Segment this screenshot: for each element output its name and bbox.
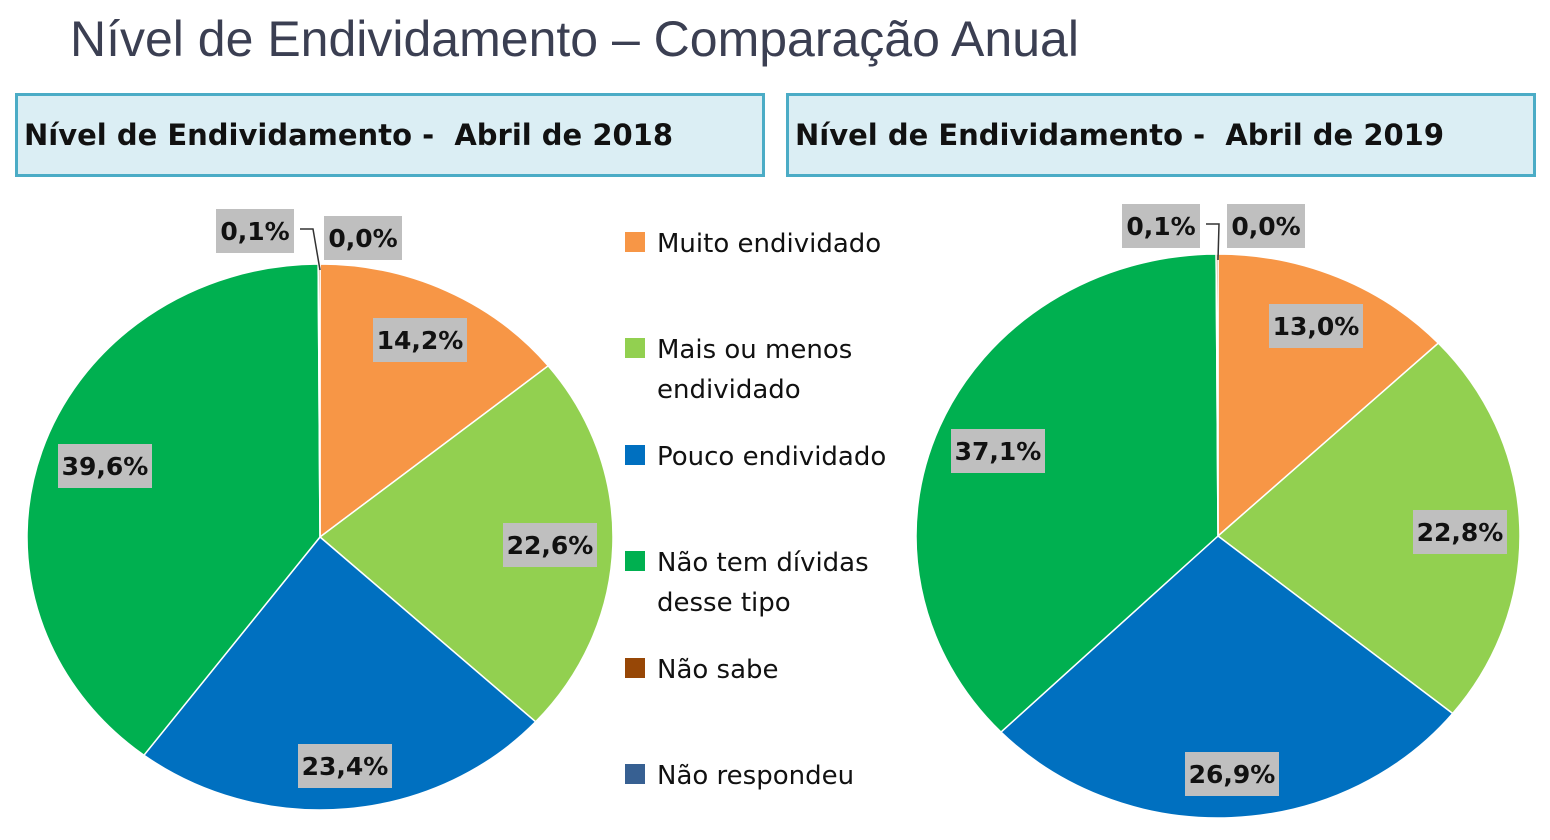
data-label-box bbox=[58, 444, 152, 488]
pie-slice bbox=[999, 535, 1454, 819]
data-label-box bbox=[373, 318, 467, 362]
data-label: 22,6% bbox=[507, 531, 594, 560]
data-label-box bbox=[1227, 204, 1305, 248]
legend-swatch bbox=[625, 232, 645, 252]
data-label-box bbox=[216, 209, 294, 253]
data-label: 0,0% bbox=[328, 224, 397, 253]
leader-line bbox=[1206, 223, 1220, 261]
data-label-box bbox=[1185, 752, 1279, 796]
data-label-box bbox=[503, 523, 597, 567]
data-label: 37,1% bbox=[955, 437, 1042, 466]
legend-item: Não sabe bbox=[625, 650, 925, 690]
legend-label: Muito endividado bbox=[657, 229, 882, 259]
data-label: 22,8% bbox=[1417, 518, 1504, 547]
data-label: 23,4% bbox=[302, 752, 389, 781]
data-label-box bbox=[951, 429, 1045, 473]
legend-label: Não tem dívidas desse tipo bbox=[657, 548, 869, 618]
pie-slice bbox=[915, 253, 1219, 734]
data-label: 26,9% bbox=[1189, 760, 1276, 789]
legend-label: Mais ou menos endividado bbox=[657, 335, 853, 405]
legend-swatch bbox=[625, 658, 645, 678]
pie-slice bbox=[318, 364, 614, 723]
legend-swatch bbox=[625, 551, 645, 571]
legend-label: Não respondeu bbox=[657, 761, 855, 791]
leader-line bbox=[300, 228, 321, 271]
data-label: 0,1% bbox=[220, 217, 289, 246]
data-label: 14,2% bbox=[377, 326, 464, 355]
legend-item: Não tem dívidas desse tipo bbox=[625, 543, 885, 623]
pie-slice bbox=[1216, 342, 1521, 715]
legend-label: Pouco endividado bbox=[657, 442, 887, 472]
data-label: 0,0% bbox=[1231, 212, 1300, 241]
legend-item: Não respondeu bbox=[625, 756, 925, 796]
legend-label: Não sabe bbox=[657, 655, 779, 685]
data-label-box bbox=[1122, 204, 1200, 248]
legend-item: Mais ou menos endividado bbox=[625, 330, 885, 410]
chart-title-2019: Nível de Endividamento - Abril de 2019 bbox=[786, 93, 1536, 177]
page-title: Nível de Endividamento – Comparação Anua… bbox=[70, 11, 1079, 67]
pie-slice bbox=[142, 535, 537, 811]
data-label-box bbox=[1269, 304, 1363, 348]
legend-item: Muito endividado bbox=[625, 224, 925, 264]
legend-swatch bbox=[625, 764, 645, 784]
pie-slice bbox=[26, 263, 321, 757]
data-label-box bbox=[1413, 510, 1507, 554]
data-label: 0,1% bbox=[1126, 212, 1195, 241]
legend-item: Pouco endividado bbox=[625, 437, 925, 477]
legend-swatch bbox=[625, 445, 645, 465]
legend-swatch bbox=[625, 338, 645, 358]
data-label-box bbox=[324, 216, 402, 260]
data-label: 39,6% bbox=[62, 452, 149, 481]
data-label-box bbox=[298, 744, 392, 788]
chart-title-2018: Nível de Endividamento - Abril de 2018 bbox=[15, 93, 765, 177]
data-label: 13,0% bbox=[1273, 312, 1360, 341]
